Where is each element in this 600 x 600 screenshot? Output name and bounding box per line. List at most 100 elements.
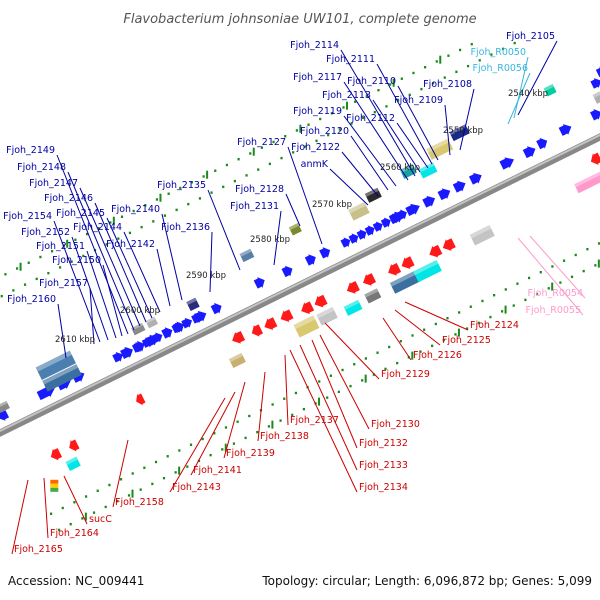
forward-gene-11	[281, 265, 293, 278]
forward-gene-20-shape	[499, 157, 514, 170]
tick-dot-lower	[493, 294, 496, 297]
map-title: Flavobacterium johnsoniae UW101, complet…	[123, 12, 476, 27]
tick-dot-lower	[341, 368, 344, 372]
tick-dot-upper	[466, 64, 470, 68]
upper-gene-label-28: Fjoh_2150	[52, 255, 101, 266]
tick-dot-lower	[119, 478, 123, 481]
forward-gene-run2-6	[388, 213, 399, 224]
gene-box-10-shade	[399, 163, 414, 173]
forward-gene-12-shape	[304, 254, 316, 266]
gene-box-4	[145, 316, 159, 329]
forward-gene-19	[468, 172, 482, 185]
forward-gene-22	[536, 137, 548, 150]
forward-gene-run2-6-shape	[388, 213, 399, 224]
gene-box-7-shade	[288, 223, 300, 231]
tick-dot-lower	[477, 321, 480, 325]
gene-box-6-shape	[239, 248, 255, 263]
tick-dot-upper	[400, 77, 403, 80]
tick-dot-lower	[232, 442, 236, 445]
tick-dot-upper	[128, 231, 132, 235]
gene-box-22-shade	[413, 260, 439, 276]
tick-dot-lower	[431, 344, 434, 348]
forward-gene-run-0-shape	[112, 352, 123, 363]
tick-dot-lower	[527, 276, 531, 280]
tick-label: 2550 kbp	[443, 126, 483, 136]
reverse-gene-3	[280, 309, 294, 323]
tick-dot-upper	[175, 208, 178, 212]
gene-box-17-shape	[293, 315, 320, 338]
lower-gene-label-5-leader	[324, 322, 380, 380]
tick-dot-lower	[166, 455, 169, 458]
tick-dot-lower	[524, 298, 527, 302]
gene-box-21-shade	[389, 270, 417, 287]
tick-dot-lower	[61, 506, 64, 510]
upper-gene-label-29-leader	[86, 250, 117, 339]
forward-gene-9	[210, 302, 222, 315]
tick-dot-upper	[190, 181, 194, 184]
tick-dot-upper	[245, 174, 248, 177]
tick-dot-lower	[376, 351, 379, 354]
tick-dot-lower	[81, 517, 84, 520]
gene-layer	[0, 66, 600, 492]
tick-dot-upper	[284, 135, 287, 138]
upper-gene-label-23-leader	[106, 217, 153, 319]
forward-gene-run-3	[141, 337, 153, 348]
tick-dot-upper	[155, 198, 159, 201]
tick-dot-upper	[420, 87, 423, 91]
gene-box-11-shade	[418, 162, 435, 173]
forward-gene-22-shape	[536, 137, 548, 150]
lower-gene-label-5: Fjoh_2129	[381, 369, 430, 380]
forward-gene-run-7	[181, 317, 193, 329]
tick-dot-upper	[412, 71, 415, 75]
reverse-gene-0-shape	[232, 330, 246, 344]
tick-dot-upper	[501, 47, 505, 51]
reverse-gene-1-shape	[251, 324, 264, 337]
tick-dot-upper	[85, 232, 89, 236]
gene-box-3-shape	[131, 322, 146, 336]
upper-gene-label-6: Fjoh_2111	[326, 54, 375, 65]
reverse-gene-0	[232, 330, 246, 344]
forward-gene-24	[590, 109, 600, 121]
forward-gene-16-shape	[422, 195, 436, 208]
reverse-gene-12	[136, 393, 146, 406]
tick-dot-lower	[162, 476, 166, 480]
tick-dot-lower	[96, 489, 99, 492]
forward-gene-run2-1	[348, 233, 359, 244]
upper-gene-label-9-leader	[340, 49, 416, 177]
forward-gene-run2-3	[364, 225, 375, 236]
tick-dot-lower	[562, 259, 566, 262]
reverse-gene-9-shape	[401, 256, 415, 270]
gene-box-1-shade	[42, 364, 79, 385]
upper-gene-label-25: Fjoh_2147	[29, 178, 78, 189]
tick-dot-lower	[504, 288, 507, 291]
forward-gene-run2-5-shape	[380, 217, 391, 228]
gene-box-5-shade	[186, 297, 197, 306]
gene-box-18	[316, 306, 338, 326]
tick-dot-lower	[139, 488, 142, 491]
tick-label: 2540 kbp	[508, 89, 548, 99]
tick-dot-lower	[224, 426, 228, 429]
tick-dot-lower	[594, 264, 597, 267]
tick-dot-lower	[597, 242, 600, 245]
forward-gene-run-3-shape	[141, 337, 153, 348]
tick-dot-upper	[144, 204, 147, 207]
tick-dot-lower	[516, 282, 519, 285]
tick-dot-lower	[209, 453, 212, 457]
tick-dot-upper	[354, 100, 357, 103]
tick-dot-upper	[424, 66, 427, 69]
lower-gene-label-12: Fjoh_2139	[226, 448, 275, 459]
tick-dot-upper	[260, 146, 264, 149]
forward-gene-run2-1-shape	[348, 233, 359, 244]
tick-dot-upper	[330, 112, 333, 115]
gene-box-17	[293, 315, 320, 338]
tick-dot-upper	[109, 221, 112, 224]
tick-dot-lower	[384, 367, 387, 371]
forward-gene-9-shape	[210, 302, 222, 315]
gene-box-7	[288, 223, 302, 236]
tick-dot-lower	[174, 471, 177, 474]
tick-dot-lower	[559, 281, 562, 284]
lower-gene-label-18-leader	[11, 479, 29, 555]
gene-box-24	[228, 352, 246, 369]
tick-dot-upper	[385, 105, 388, 108]
